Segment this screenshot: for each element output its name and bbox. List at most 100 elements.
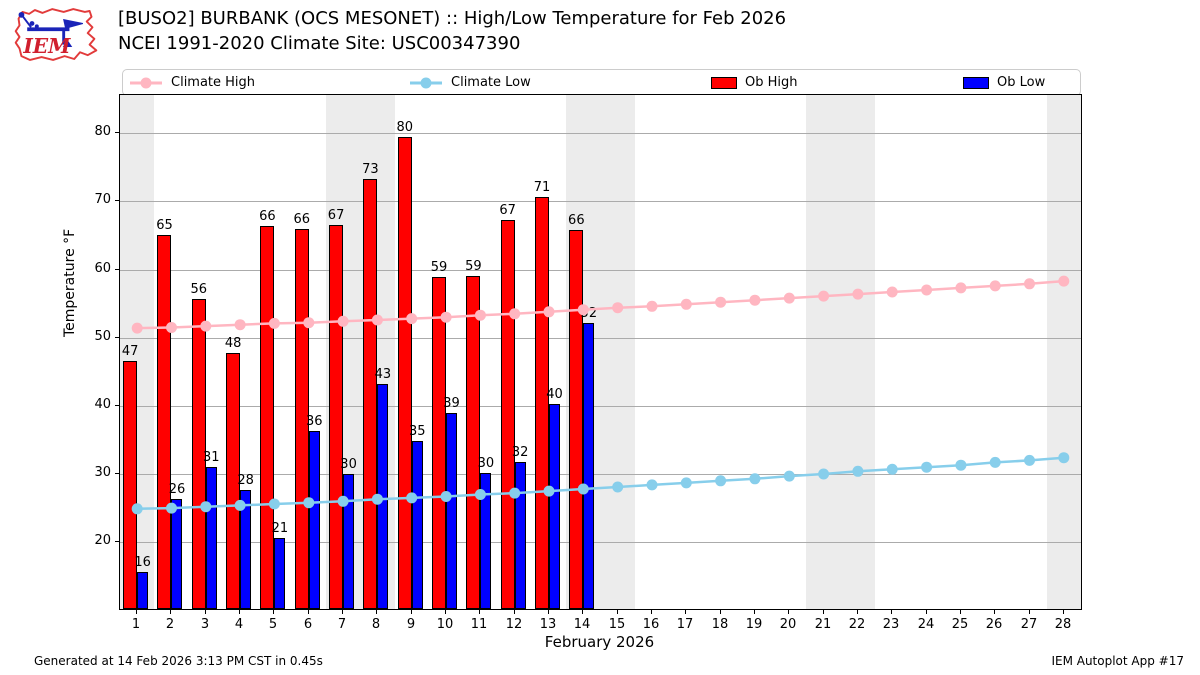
climate-low-line-marker [680, 477, 692, 489]
climate-high-line-marker [234, 319, 246, 331]
climate-high-line-marker [783, 292, 795, 304]
climate-low-line-marker [474, 489, 486, 500]
x-tick-label: 8 [371, 617, 381, 632]
bar-value-label: 39 [443, 395, 460, 411]
title-block: [BUSO2] BURBANK (OCS MESONET) :: High/Lo… [118, 6, 786, 56]
x-tick-label: 20 [779, 617, 797, 632]
climate-high-line-marker [303, 317, 315, 329]
bar-value-label: 66 [293, 212, 311, 228]
x-tick-label: 18 [711, 617, 729, 632]
climate-high-line-marker [337, 315, 349, 327]
y-tick-label: 80 [94, 124, 111, 139]
x-tick [651, 610, 652, 614]
legend-item-ob-high: Ob High [711, 70, 798, 95]
x-tick-label: 15 [608, 617, 626, 632]
climate-low-line-marker [406, 492, 418, 504]
chart-subtitle: NCEI 1991-2020 Climate Site: USC00347390 [118, 33, 521, 54]
climate-lines-layer [131, 275, 1070, 515]
climate-low-line-marker [200, 501, 212, 513]
ob-high-bar [432, 277, 447, 609]
x-tick-label: 24 [917, 617, 935, 632]
legend-line-marker [410, 77, 442, 88]
gridline [120, 474, 1081, 475]
y-tick [115, 473, 119, 474]
ob-low-bar [411, 440, 423, 609]
x-tick-label: 12 [505, 617, 523, 632]
bar-value-label: 65 [156, 217, 173, 233]
x-tick-label: 5 [268, 617, 278, 632]
x-tick [376, 610, 377, 614]
climate-low-line-marker [646, 479, 658, 491]
x-tick [411, 610, 412, 614]
x-tick-label: 23 [882, 617, 900, 632]
bar-value-label: 21 [271, 521, 289, 537]
legend-item-label: Climate Low [451, 75, 531, 90]
bar-value-label: 32 [511, 445, 529, 461]
climate-low-line-marker [749, 473, 761, 485]
climate-low-line-marker [886, 463, 898, 475]
ob-low-bar [446, 412, 458, 609]
ob-high-bar [569, 229, 584, 609]
bar-value-label: 66 [259, 208, 276, 224]
y-tick-label: 20 [94, 533, 111, 548]
climate-low-line-marker [612, 481, 624, 493]
climate-high-line-marker [268, 317, 280, 329]
ob-low-bar [308, 431, 320, 609]
bar-value-label: 40 [546, 387, 563, 403]
climate-low-line-marker [234, 499, 246, 511]
climate-high-line-marker [955, 282, 967, 294]
ob-high-bar [397, 136, 412, 609]
bar-value-label: 66 [568, 212, 585, 228]
climate-high-line-marker [680, 298, 692, 310]
x-tick [239, 610, 240, 614]
x-axis-label: February 2026 [544, 633, 655, 651]
bar-value-label: 30 [477, 456, 495, 472]
iem-logo: IEM [14, 8, 98, 61]
x-tick [617, 610, 618, 614]
climate-low-line-marker [577, 483, 589, 495]
climate-low-line-marker [166, 502, 177, 514]
climate-low-line-marker [509, 487, 521, 499]
x-tick-label: 10 [436, 617, 454, 632]
weather-vane-icon [18, 11, 84, 47]
bar-value-label: 35 [408, 423, 426, 439]
x-tick [308, 610, 309, 614]
climate-low-line-marker [955, 459, 967, 471]
bar-value-label: 16 [134, 554, 151, 570]
climate-high-line-marker [406, 313, 418, 325]
x-tick [273, 610, 274, 614]
ob-high-bar [226, 353, 241, 609]
climate-high-line-marker [543, 306, 555, 318]
ob-high-bar [466, 275, 481, 609]
app-credit: IEM Autoplot App #17 [1051, 654, 1184, 668]
legend-item-climate-low: Climate Low [409, 70, 531, 95]
y-tick [115, 405, 119, 406]
legend: Climate High Climate Low Ob High Ob Low [122, 69, 1081, 96]
weekend-band [1046, 95, 1081, 609]
bar-value-label: 36 [305, 414, 323, 430]
climate-low-line-marker [543, 485, 555, 497]
gridline [120, 201, 1081, 202]
y-tick-label: 60 [94, 261, 111, 276]
climate-high-line-marker [749, 294, 761, 306]
bar-value-label: 73 [362, 161, 379, 177]
x-tick-label: 6 [303, 617, 313, 632]
x-tick [514, 610, 515, 614]
x-tick-label: 14 [573, 617, 591, 632]
climate-high-line-marker [577, 304, 589, 316]
gridline [120, 542, 1081, 543]
bar-value-label: 56 [190, 281, 208, 297]
x-tick-label: 26 [985, 617, 1003, 632]
legend-item-label: Ob Low [997, 75, 1046, 90]
y-tick [115, 337, 119, 338]
climate-low-line-marker [715, 475, 727, 487]
x-tick-label: 11 [470, 617, 488, 632]
x-tick [857, 610, 858, 614]
climate-low-line-marker [818, 468, 830, 480]
climate-high-line-marker [1058, 275, 1070, 287]
bar-value-label: 67 [327, 208, 345, 224]
legend-patch-marker [963, 76, 989, 89]
x-tick-label: 9 [406, 617, 416, 632]
x-tick-label: 28 [1054, 617, 1072, 632]
x-tick-label: 17 [676, 617, 694, 632]
